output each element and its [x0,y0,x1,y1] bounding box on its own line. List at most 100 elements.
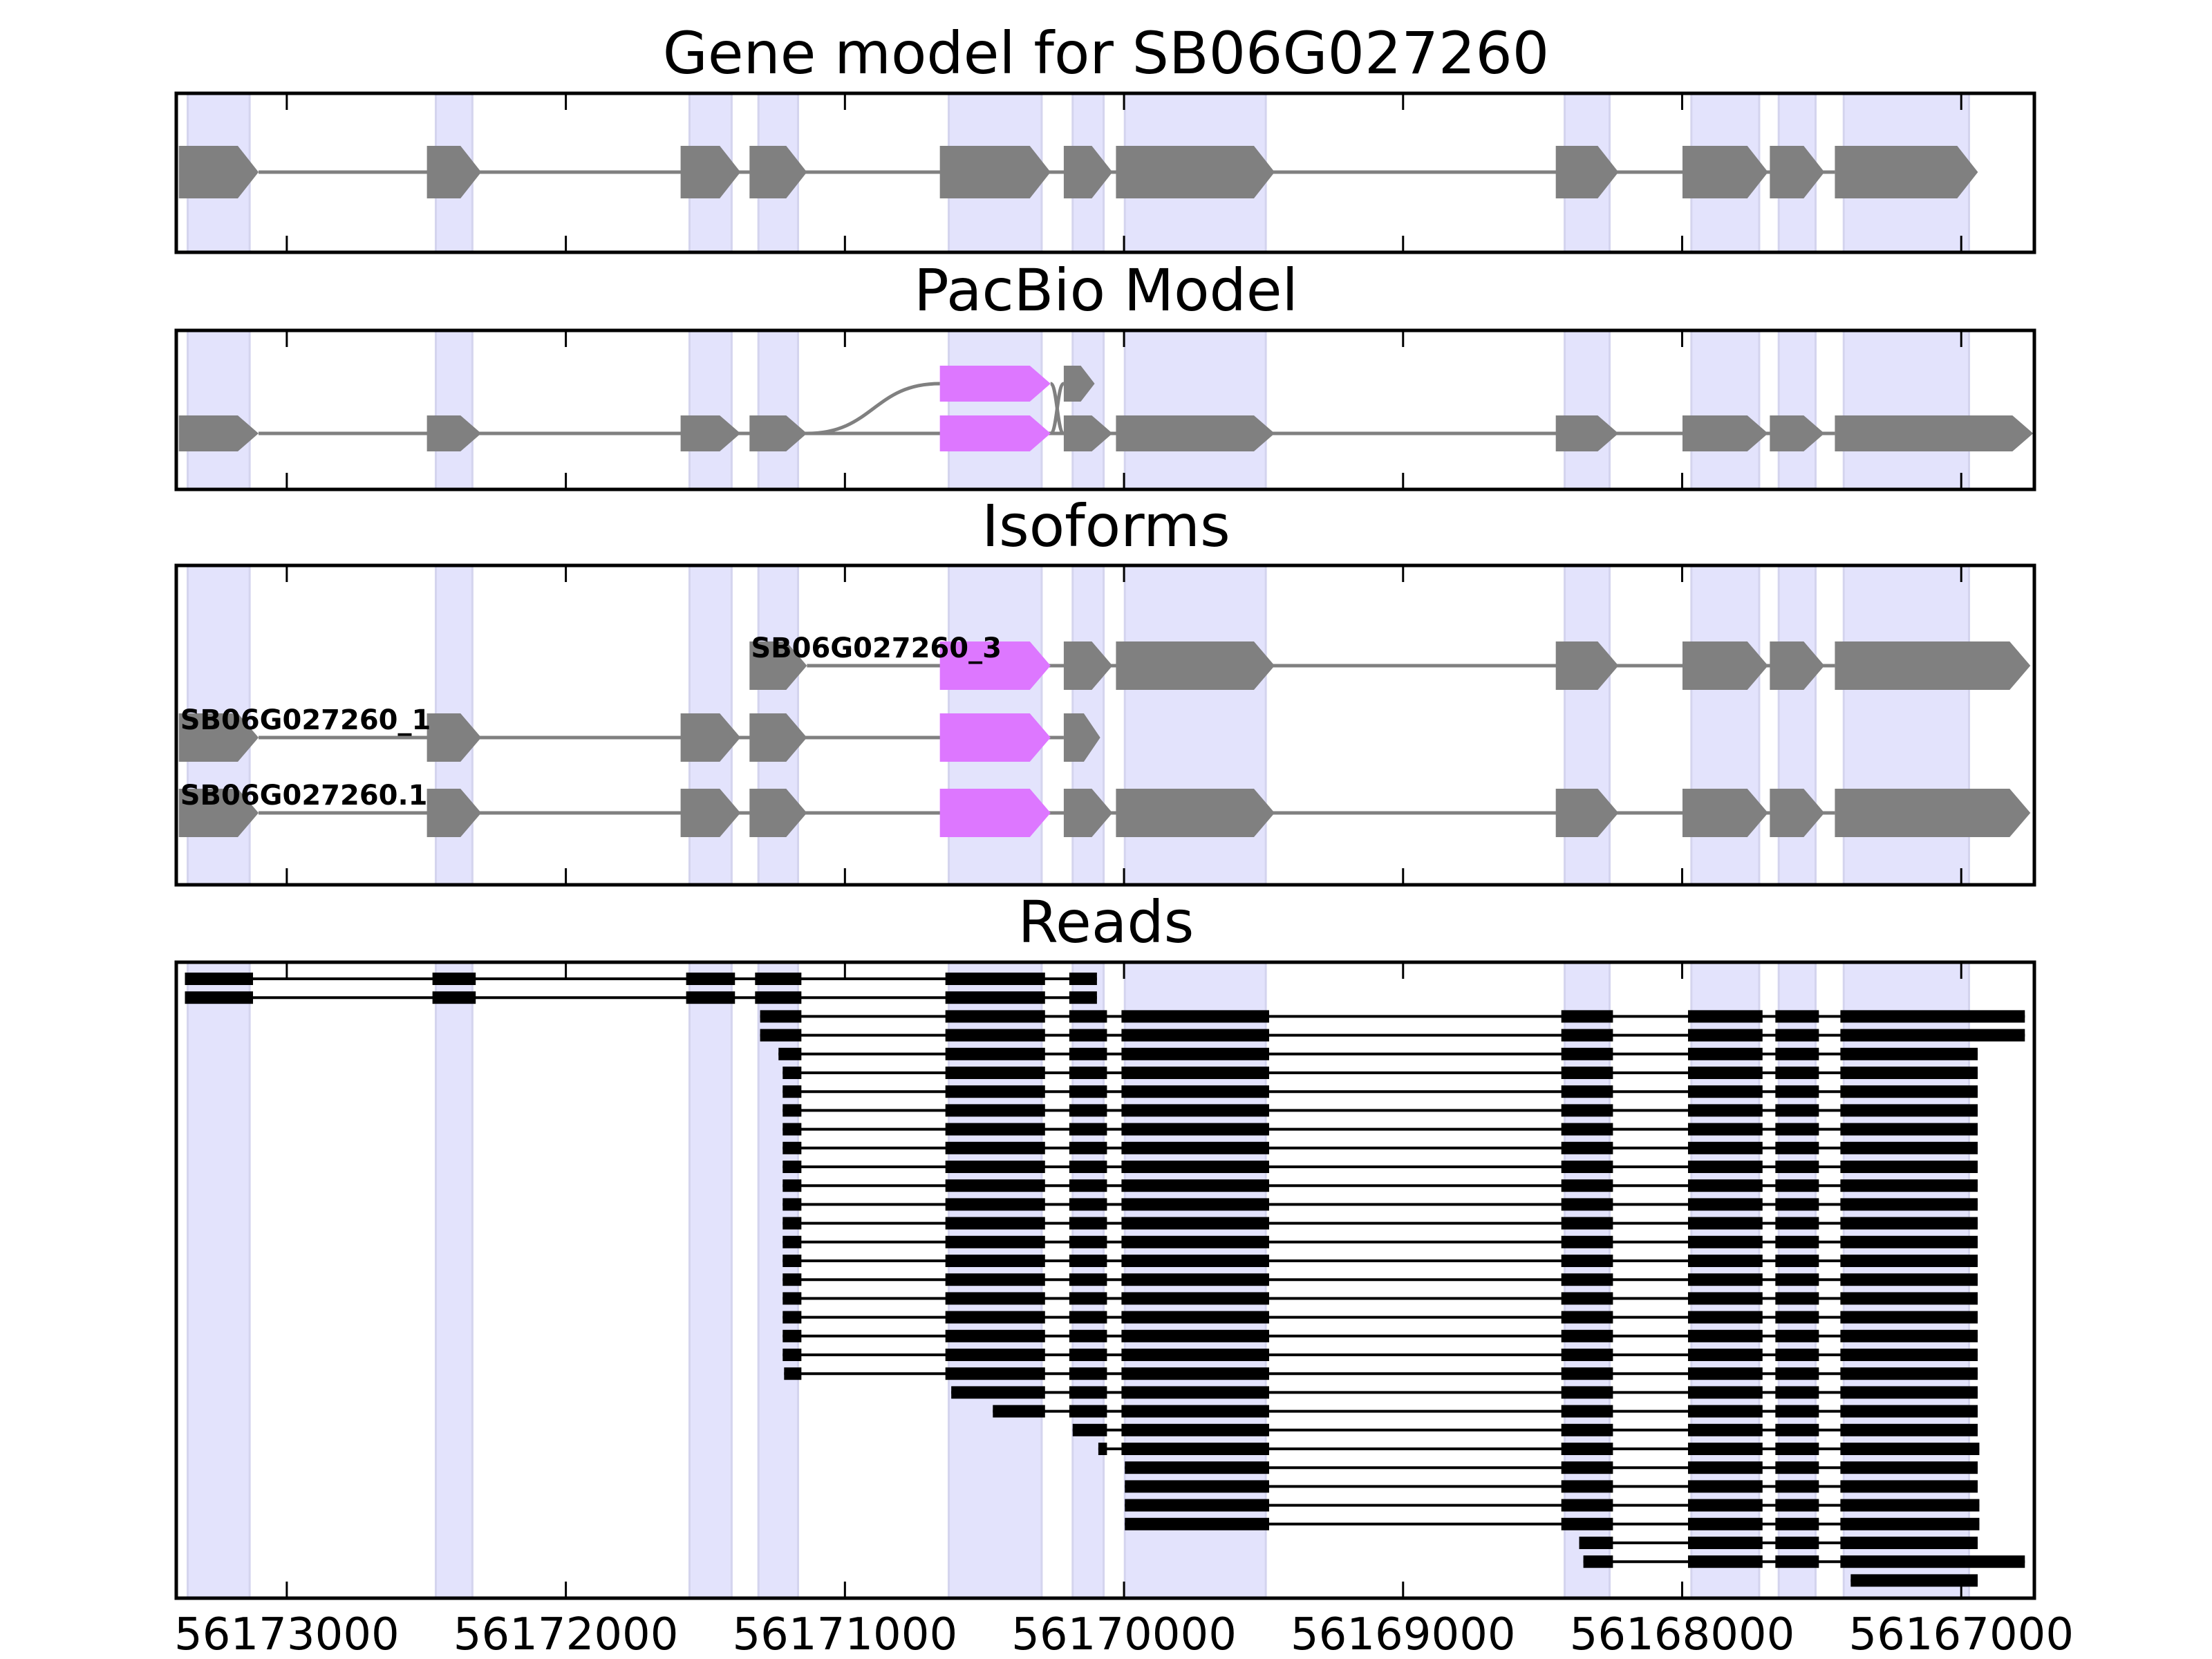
exon-glyph [749,789,807,837]
read-exon-block [1069,1367,1107,1380]
exon-glyph [1835,789,2031,837]
read-exon-block [1687,1029,1763,1042]
read-exon-block [1775,1423,1819,1436]
read-row [1098,1443,1980,1455]
read-exon-block [945,1179,1045,1192]
exon-glyph [1063,641,1113,690]
read-row [782,1161,1978,1173]
read-exon-block [1069,1217,1107,1230]
exon-glyph [680,789,741,837]
exon-shading [187,329,251,491]
read-row [782,1292,1978,1305]
read-exon-block [1840,1499,1980,1512]
read-exon-block [1069,1386,1107,1399]
x-tick-label: 56168000 [1570,1609,1795,1659]
read-exon-block [755,973,802,985]
read-exon-block [1069,1123,1107,1136]
read-exon-block [1125,1517,1269,1530]
read-row [784,1367,1978,1380]
panel-frame [174,563,2036,887]
read-exon-block [1775,1461,1819,1474]
read-exon-block [1840,1179,1978,1192]
read-exon-block [1687,1386,1763,1399]
exon-glyph [1682,146,1768,198]
read-exon-block [760,1029,802,1042]
read-exon-block [1840,1329,1978,1342]
read-exon-block [1840,1423,1978,1436]
read-exon-block [1561,1085,1613,1098]
exon-glyph [1770,789,1825,837]
read-row [782,1349,1978,1361]
panel-frame [174,91,2036,254]
read-row [782,1141,1978,1154]
read-row [782,1198,1978,1211]
panel-isoforms: SB06G027260_3 SB06G027260_1 SB06G027260.1 [174,563,2036,887]
read-exon-block [1840,1123,1978,1136]
read-exon-block [1840,1273,1978,1286]
read-exon-block [1072,1423,1107,1436]
exon-shading [1123,329,1267,491]
exon-glyph [749,713,807,762]
read-exon-block [1561,1499,1613,1512]
read-exon-block [945,1010,1045,1023]
isoform-label: SB06G027260.1 [180,780,428,812]
read-exon-block [1125,1480,1269,1493]
read-exon-block [1775,1067,1819,1079]
read-exon-block [1840,1349,1978,1361]
exon-glyph [1063,366,1095,402]
read-exon-block [1121,1047,1269,1060]
x-tick-label: 56172000 [453,1609,679,1659]
read-exon-block [1121,1329,1269,1342]
read-row [782,1067,1978,1079]
read-exon-block [782,1329,802,1342]
read-row [782,1255,1978,1267]
x-tick-label: 56173000 [174,1609,400,1659]
read-exon-block [1561,1386,1613,1399]
exon-glyph [1682,415,1768,451]
read-exon-block [1840,1461,1978,1474]
read-exon-block [1121,1273,1269,1286]
exon-glyph [939,366,1051,402]
exon-shading [1777,329,1817,491]
read-row [1579,1537,1978,1549]
read-exon-block [1561,1292,1613,1305]
exon-glyph [939,641,1051,690]
read-exon-block [782,1311,802,1324]
read-exon-block [945,973,1045,985]
exon-glyph [939,789,1051,837]
exon-glyph [427,713,482,762]
read-exon-block [1121,1235,1269,1248]
title-pacbio-model: PacBio Model [914,256,1298,324]
read-exon-block [760,1010,802,1023]
read-exon-block [945,1029,1045,1042]
read-exon-block [1687,1198,1763,1211]
read-exon-block [1561,1141,1613,1154]
read-exon-block [1121,1367,1269,1380]
read-exon-block [1125,1461,1269,1474]
read-exon-block [1561,1067,1613,1079]
read-exon-block [1840,1405,1978,1418]
panel-frame [174,328,2036,491]
read-exon-block [1687,1311,1763,1324]
transcript-row: SB06G027260.1 [178,780,2031,837]
transcript-row [178,146,1978,198]
exon-glyph [1555,641,1619,690]
read-exon-block [1561,1423,1613,1436]
read-exon-block [1069,1311,1107,1324]
exon-shading [1690,329,1761,491]
read-exon-block [755,991,802,1004]
read-exon-block [1561,1255,1613,1267]
read-exon-block [1775,1311,1819,1324]
read-exon-block [1687,1179,1763,1192]
exon-glyph [427,415,482,451]
exon-glyph [1555,146,1619,198]
read-row [993,1405,1978,1418]
read-exon-block [1121,1443,1269,1455]
read-exon-block [945,1292,1045,1305]
read-exon-block [1775,1537,1819,1549]
read-exon-block [1775,1085,1819,1098]
read-exon-block [1561,1461,1613,1474]
read-row [782,1235,1978,1248]
read-exon-block [1687,1141,1763,1154]
